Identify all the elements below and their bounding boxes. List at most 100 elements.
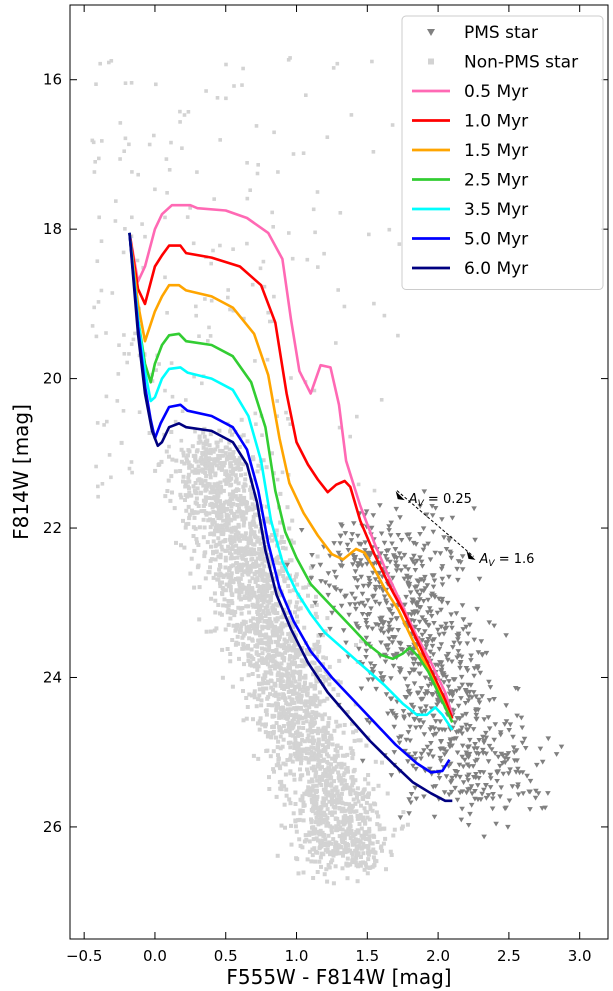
non-pms-star (239, 546, 244, 551)
non-pms-star (287, 677, 292, 682)
non-pms-star (294, 600, 299, 605)
pms-star (421, 588, 427, 594)
pms-star (362, 548, 368, 553)
pms-star (407, 590, 414, 596)
non-pms-star (273, 639, 278, 644)
non-pms-star (335, 753, 340, 758)
non-pms-star (355, 853, 360, 858)
non-pms-star (203, 576, 208, 581)
pms-star (422, 675, 429, 681)
non-pms-star (184, 398, 188, 402)
non-pms-star (326, 833, 331, 838)
non-pms-star (173, 469, 178, 474)
non-pms-star (220, 647, 225, 652)
non-pms-star (170, 457, 175, 462)
non-pms-star (219, 504, 224, 509)
non-pms-star (350, 756, 355, 761)
pms-star (463, 722, 469, 728)
non-pms-star (255, 535, 260, 540)
non-pms-star (283, 698, 288, 702)
non-pms-star (258, 507, 263, 512)
pms-star (423, 512, 430, 518)
non-pms-star (227, 452, 232, 457)
non-pms-star (278, 643, 283, 648)
non-pms-star (286, 671, 291, 676)
non-pms-star (104, 394, 109, 399)
non-pms-star (147, 142, 152, 147)
non-pms-star (223, 555, 228, 560)
non-pms-star (350, 721, 355, 726)
pms-star (408, 792, 415, 797)
non-pms-star (333, 800, 338, 804)
non-pms-star (265, 734, 270, 739)
non-pms-star (281, 724, 286, 728)
non-pms-star (242, 316, 246, 321)
non-pms-star (250, 672, 255, 676)
pms-star (507, 767, 513, 773)
non-pms-star (165, 191, 169, 195)
non-pms-star (229, 518, 234, 523)
non-pms-star (293, 824, 298, 829)
non-pms-star (275, 661, 280, 666)
non-pms-star (259, 681, 264, 686)
non-pms-star (294, 829, 299, 834)
non-pms-star (234, 626, 239, 631)
non-pms-star (371, 150, 376, 154)
non-pms-star (186, 504, 191, 509)
non-pms-star (241, 501, 246, 506)
non-pms-star (224, 603, 229, 608)
non-pms-star (217, 542, 222, 547)
non-pms-star (247, 589, 252, 594)
non-pms-star (247, 597, 252, 602)
pms-star (364, 561, 370, 567)
pms-star (413, 766, 419, 772)
non-pms-star (275, 556, 280, 560)
non-pms-star (331, 881, 336, 886)
non-pms-star (318, 828, 323, 833)
pms-star (440, 673, 446, 678)
non-pms-star (289, 842, 294, 847)
non-pms-star (220, 547, 225, 552)
pms-star (355, 561, 361, 566)
non-pms-star (239, 417, 244, 422)
non-pms-star (297, 725, 301, 730)
pms-star (365, 598, 371, 604)
non-pms-star (285, 673, 289, 678)
non-pms-star (228, 537, 232, 542)
non-pms-star (105, 419, 109, 424)
non-pms-star (297, 692, 302, 697)
non-pms-star (350, 780, 355, 784)
pms-star (385, 711, 391, 717)
pms-star (412, 757, 419, 762)
pms-star (344, 542, 351, 548)
non-pms-star (94, 334, 99, 339)
pms-star (412, 657, 419, 663)
non-pms-star (311, 876, 316, 880)
non-pms-star (286, 603, 291, 608)
pms-star (466, 751, 473, 757)
pms-star (483, 730, 489, 736)
pms-star (439, 599, 445, 605)
non-pms-star (324, 867, 329, 872)
non-pms-star (202, 551, 207, 556)
pms-star (388, 617, 395, 623)
non-pms-star (332, 849, 337, 854)
non-pms-star (317, 702, 322, 707)
non-pms-star (223, 588, 228, 593)
pms-star (431, 621, 437, 626)
non-pms-star (252, 691, 257, 696)
non-pms-star (286, 680, 291, 685)
non-pms-star (344, 816, 349, 821)
pms-star (436, 596, 442, 602)
non-pms-star (258, 630, 263, 634)
pms-star (413, 796, 420, 802)
pms-star (424, 583, 431, 588)
non-pms-star (374, 810, 379, 815)
non-pms-star (217, 523, 222, 528)
pms-star (455, 577, 461, 583)
non-pms-star (229, 482, 234, 487)
pms-star (428, 706, 435, 712)
non-pms-star (329, 802, 334, 807)
non-pms-star (247, 579, 252, 584)
non-pms-star (260, 626, 265, 631)
